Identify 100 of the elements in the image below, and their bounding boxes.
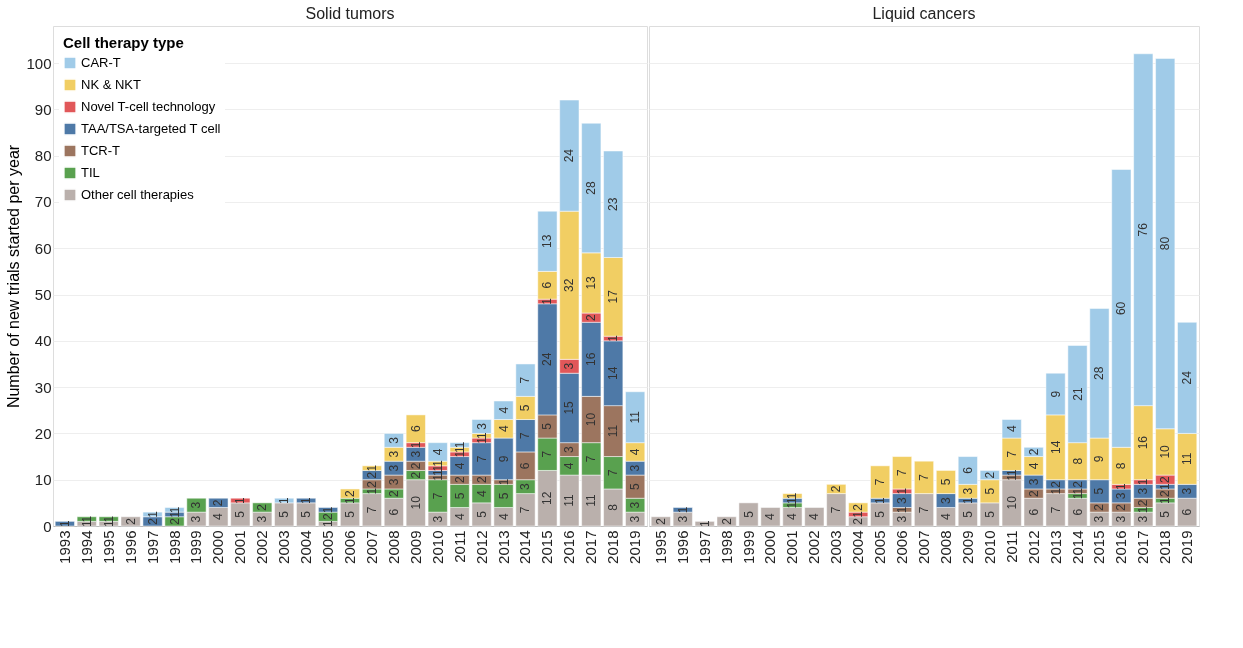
data-label: 3 [628, 515, 643, 523]
x-tick-label: 2004 [297, 530, 315, 564]
data-label: 2 [1158, 476, 1173, 484]
x-tick-label: 2016 [1112, 530, 1130, 564]
data-label: 2 [1070, 480, 1085, 488]
data-label: 10 [408, 495, 423, 510]
data-label: 4 [763, 513, 778, 521]
data-label: 10 [584, 412, 599, 427]
data-label: 14 [606, 366, 621, 380]
x-tick-label: 2017 [1134, 530, 1152, 564]
x-tick-label: 2000 [761, 530, 779, 564]
x-tick-label: 2016 [560, 530, 578, 564]
data-label: 1 [1158, 496, 1173, 504]
data-label: 3 [189, 501, 204, 509]
data-label: 16 [584, 352, 599, 367]
data-label: 4 [785, 513, 800, 521]
data-label: 2 [408, 471, 423, 479]
data-label: 2 [452, 476, 467, 484]
data-label: 1 [101, 515, 116, 523]
data-label: 5 [1158, 510, 1173, 518]
data-label: 2 [255, 503, 270, 511]
y-tick-label: 70 [34, 193, 52, 211]
data-label: 11 [562, 493, 577, 507]
data-label: 28 [584, 181, 599, 195]
data-label: 7 [873, 478, 888, 486]
x-tick-label: 2003 [275, 530, 293, 564]
data-label: 5 [299, 510, 314, 518]
data-label: 1 [496, 478, 511, 486]
data-label: 2 [653, 517, 668, 525]
x-tick-label: 2002 [805, 530, 823, 564]
chart-title: Solid tumors [305, 5, 395, 22]
data-label: 13 [540, 234, 555, 248]
data-label: 4 [496, 513, 511, 521]
data-label: 4 [496, 406, 511, 414]
data-label: 1 [1136, 478, 1151, 486]
x-tick-label: 2001 [231, 530, 249, 564]
data-label: 5 [233, 510, 248, 518]
data-label: 7 [430, 492, 445, 500]
y-tick-label: 60 [34, 239, 52, 257]
data-label: 9 [1092, 455, 1107, 463]
data-label: 8 [606, 503, 621, 511]
x-tick-label: 1997 [695, 530, 713, 564]
data-label: 3 [628, 464, 643, 472]
data-label: 3 [189, 515, 204, 523]
x-tick-label: 2015 [1090, 530, 1108, 564]
data-label: 7 [829, 506, 844, 514]
data-label: 7 [1004, 450, 1019, 458]
data-label: 5 [938, 478, 953, 486]
data-label: 3 [675, 515, 690, 523]
data-label: 7 [518, 376, 533, 384]
data-label: 11 [1180, 452, 1195, 466]
data-label: 4 [628, 448, 643, 456]
data-label: 16 [1136, 435, 1151, 450]
data-label: 5 [343, 510, 357, 518]
data-label: 5 [277, 510, 292, 518]
data-label: 1 [343, 496, 357, 504]
data-label: 28 [1092, 366, 1107, 380]
data-label: 6 [408, 425, 423, 433]
data-label: 1 [57, 520, 72, 528]
y-tick-label: 90 [34, 100, 52, 118]
data-label: 3 [474, 422, 489, 430]
data-label: 6 [1026, 508, 1041, 516]
x-tick-label: 1996 [673, 530, 691, 564]
data-label: 1 [1114, 482, 1129, 490]
data-label: 80 [1158, 236, 1173, 251]
data-label: 32 [562, 278, 577, 292]
data-label: 1 [145, 510, 160, 518]
data-label: 1 [1004, 469, 1019, 477]
data-label: 2 [1136, 499, 1151, 507]
data-label: 5 [982, 487, 997, 495]
data-label: 14 [1048, 440, 1063, 454]
data-label: 1 [430, 459, 445, 467]
data-label: 1 [233, 496, 248, 504]
data-label: 2 [386, 489, 401, 497]
data-label: 5 [496, 492, 511, 500]
data-label: 4 [807, 513, 822, 521]
data-label: 3 [895, 515, 910, 523]
data-label: 3 [938, 496, 953, 504]
data-label: 5 [628, 482, 643, 490]
data-label: 2 [1114, 503, 1129, 511]
y-tick-label: 10 [34, 471, 52, 489]
x-tick-label: 2019 [626, 530, 644, 564]
data-label: 2 [145, 517, 160, 525]
data-label: 76 [1136, 222, 1151, 237]
x-tick-label: 1999 [187, 530, 205, 564]
data-label: 2 [123, 517, 138, 525]
data-label: 3 [1114, 515, 1129, 523]
data-label: 3 [562, 362, 577, 370]
data-label: 21 [1070, 387, 1085, 401]
data-label: 11 [584, 493, 599, 507]
data-label: 7 [518, 432, 533, 440]
data-label: 1 [321, 506, 336, 514]
legend-label: TAA/TSA-targeted T cell [81, 121, 221, 136]
data-label: 3 [386, 450, 401, 458]
data-label: 4 [1004, 425, 1019, 433]
x-tick-label: 2018 [1156, 530, 1174, 564]
x-tick-label: 1994 [77, 530, 95, 564]
bar [340, 502, 360, 527]
data-label: 2 [1026, 489, 1041, 497]
bar [362, 493, 382, 527]
